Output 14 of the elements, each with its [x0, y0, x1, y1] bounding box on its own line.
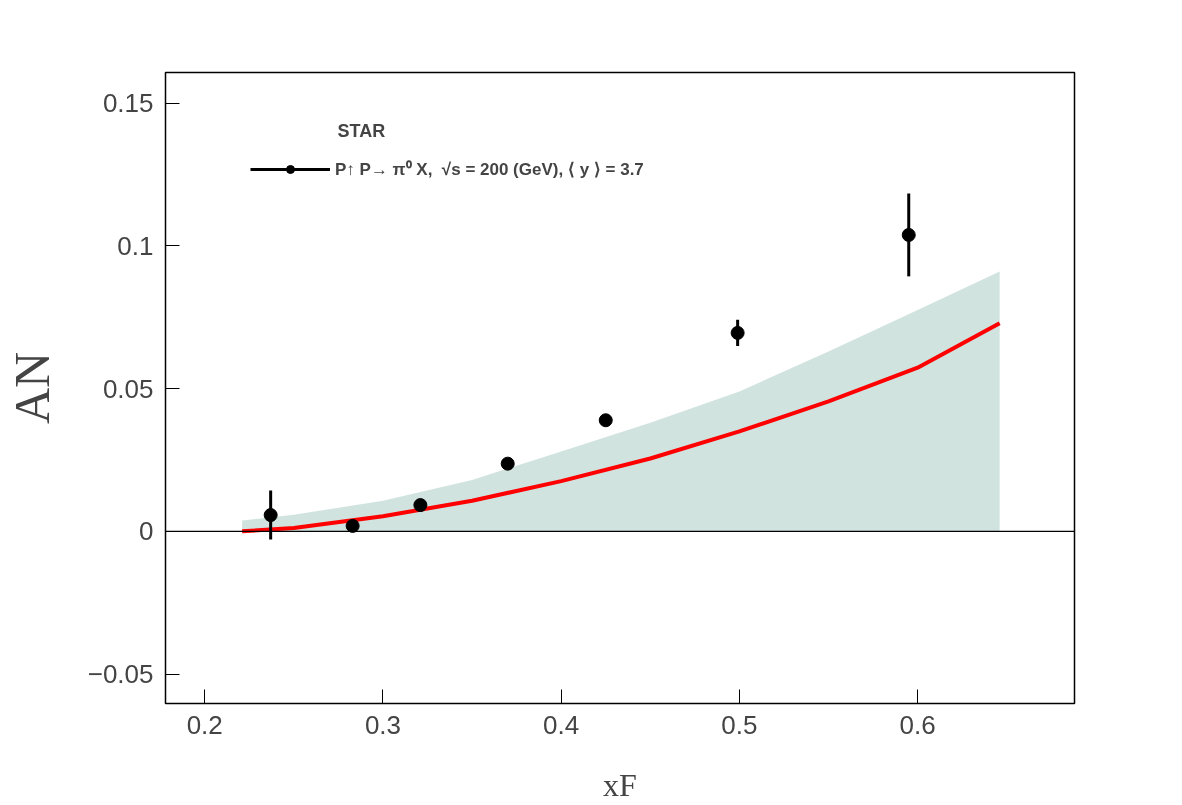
y-tick-label: 0.1 [117, 230, 154, 261]
x-tick-label: 0.4 [543, 709, 580, 740]
annotation: STAR [337, 120, 386, 141]
y-axis-title: AN [3, 351, 60, 425]
legend-label: P↑ P→ π⁰ X, √s = 200 (GeV), ⟨ y ⟩ = 3.7 [335, 159, 644, 180]
y-tick-label: 0.05 [102, 373, 154, 404]
x-axis-title: xF [603, 766, 637, 803]
x-tick-label: 0.2 [186, 709, 223, 740]
x-tick-label: 0.5 [721, 709, 758, 740]
y-tick-label: 0 [139, 516, 154, 547]
y-tick-label: 0.15 [102, 88, 154, 119]
x-tick-label: 0.6 [899, 709, 936, 740]
y-tick-label: −0.05 [87, 659, 154, 690]
x-tick-label: 0.3 [364, 709, 402, 740]
